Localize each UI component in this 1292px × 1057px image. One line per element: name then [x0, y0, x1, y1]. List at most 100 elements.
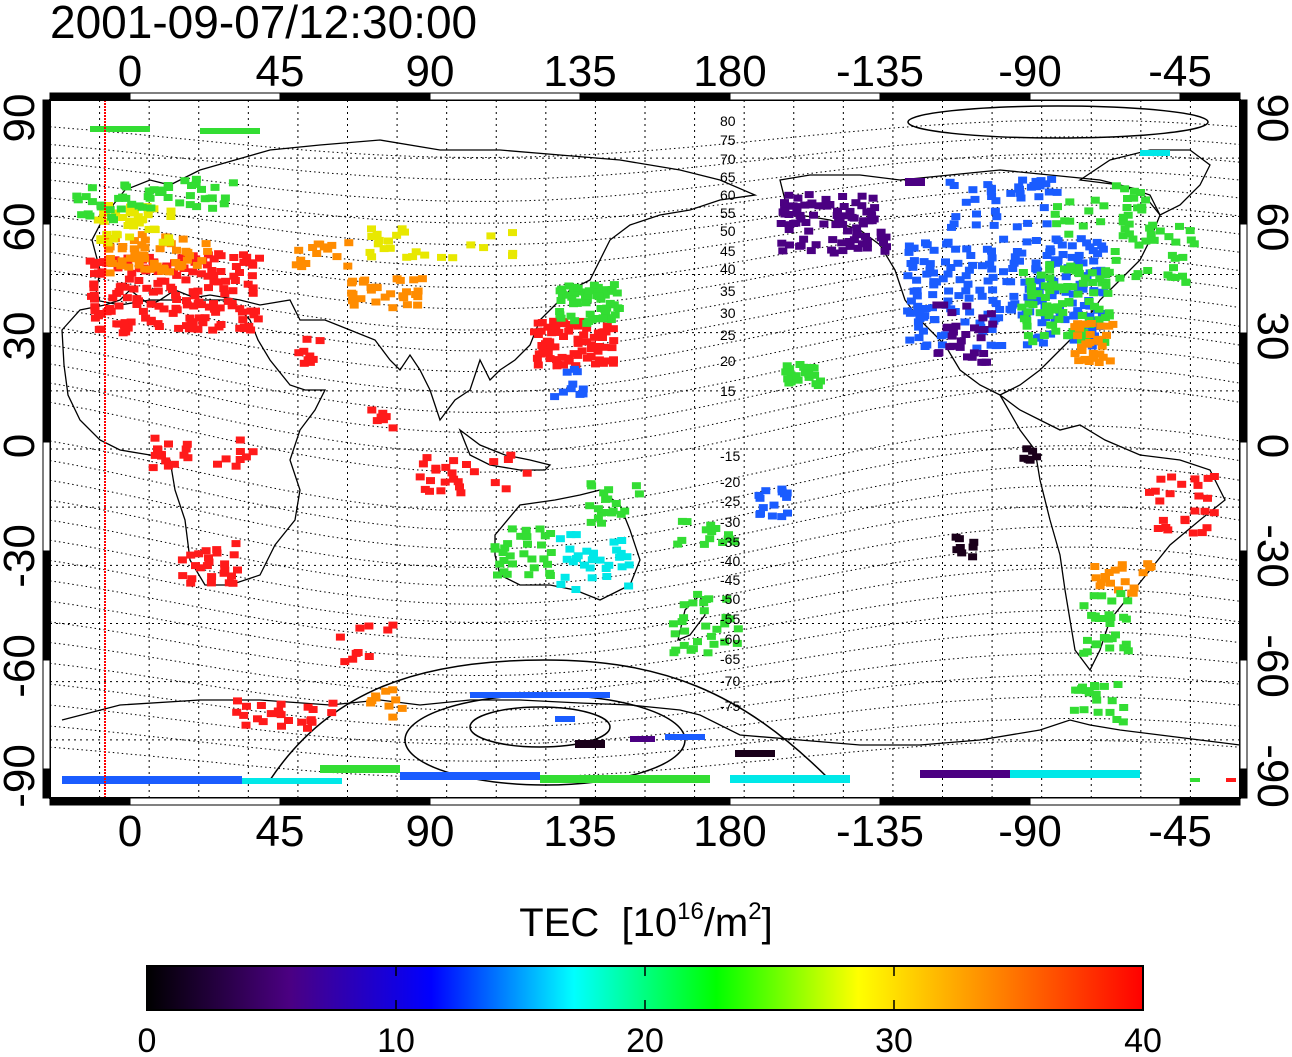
tec-cell — [932, 301, 942, 309]
tec-cell — [1156, 475, 1166, 483]
tec-cell — [777, 485, 787, 493]
tec-cell — [109, 235, 119, 243]
contour-label: -15 — [720, 448, 740, 464]
tec-cell — [776, 220, 786, 227]
tec-cell — [132, 301, 142, 308]
tec-cell — [335, 633, 345, 641]
tec-cell — [1022, 445, 1032, 453]
tec-cell — [447, 469, 457, 477]
tec-cell — [857, 240, 867, 248]
tec-cell — [589, 281, 599, 289]
tec-cell — [615, 553, 625, 561]
tec-cell — [920, 343, 930, 350]
tec-cell — [1070, 350, 1080, 358]
tec-cell — [679, 614, 689, 622]
tec-cell — [1079, 706, 1089, 714]
tec-cell — [186, 551, 196, 559]
tec-cell — [219, 285, 229, 293]
tec-cell — [126, 318, 136, 326]
contour-label: 25 — [720, 327, 736, 343]
mag-contour — [50, 222, 1240, 289]
tec-cell — [979, 350, 989, 357]
colorbar-unit-end: ] — [761, 900, 773, 945]
frame-bottom-band — [1029, 797, 1181, 806]
tec-cell — [783, 375, 793, 383]
tec-cell — [223, 297, 233, 305]
tec-cell — [149, 186, 159, 194]
tec-cell — [961, 287, 971, 295]
tec-cell — [425, 487, 434, 495]
tec-cell — [582, 547, 592, 555]
tec-cell — [232, 708, 242, 716]
tec-cell — [1104, 309, 1114, 317]
tec-cell — [609, 538, 619, 546]
tec-cell — [1046, 330, 1056, 338]
tec-cell — [586, 353, 596, 360]
tec-cell — [182, 297, 191, 305]
mag-contour — [50, 239, 1240, 310]
contour-label: -60 — [720, 631, 740, 647]
tec-cell — [1060, 283, 1070, 291]
frame-bottom-band — [1179, 797, 1241, 806]
contour-label: 80 — [720, 113, 736, 129]
tec-cell — [183, 454, 193, 462]
tec-cell — [364, 653, 374, 660]
tec-cell — [791, 372, 801, 380]
frame-bottom-band — [279, 797, 431, 806]
tec-cell — [1078, 279, 1088, 287]
tec-cell — [786, 371, 796, 379]
tec-cell — [995, 306, 1005, 313]
tec-cell — [1012, 223, 1022, 231]
tec-cell — [1044, 188, 1054, 196]
tec-cell — [1186, 236, 1196, 244]
tec-cell — [862, 208, 872, 216]
tec-cell — [573, 339, 583, 347]
tec-cell — [150, 451, 160, 459]
tec-cell — [242, 702, 251, 710]
tec-cell — [1099, 202, 1109, 210]
tec-cell — [1034, 193, 1044, 201]
tec-cell — [1181, 278, 1191, 286]
colorbar-unit-mid: /m — [703, 900, 749, 945]
tec-cell — [705, 535, 715, 543]
tec-cell — [983, 277, 993, 285]
tec-cell — [87, 184, 97, 192]
tec-cell — [1175, 222, 1184, 230]
tec-cell — [584, 287, 594, 295]
tec-cell — [204, 284, 213, 292]
tec-cell — [340, 658, 350, 666]
tec-cell — [1194, 492, 1204, 500]
tec-cell — [194, 314, 204, 322]
tec-cell — [943, 270, 953, 278]
tec-cell — [1032, 453, 1042, 461]
top-axis-tick: -90 — [998, 47, 1062, 96]
tec-cell — [800, 201, 810, 209]
tec-cell — [784, 226, 794, 233]
tec-cell — [388, 621, 398, 629]
tec-cell — [783, 509, 792, 517]
tec-cell — [703, 649, 713, 657]
tec-cell — [129, 237, 139, 245]
tec-cell — [221, 455, 231, 463]
tec-cell — [799, 235, 809, 243]
tec-cell — [781, 368, 791, 376]
tec-cell — [208, 326, 218, 334]
mag-contour — [50, 588, 1240, 659]
tec-cell — [522, 533, 532, 541]
tec-cell — [498, 549, 508, 557]
tec-cell — [154, 323, 164, 330]
tec-cell — [246, 326, 256, 334]
tec-cell — [235, 456, 245, 463]
tec-cell — [227, 302, 237, 310]
tec-cell — [953, 259, 963, 267]
tec-cell — [947, 223, 956, 231]
tec-cell — [105, 206, 115, 214]
tec-cell — [904, 248, 914, 256]
tec-cell — [596, 509, 606, 517]
tec-cell — [411, 248, 421, 256]
tec-cell — [796, 242, 806, 250]
tec-cell — [367, 253, 377, 261]
tec-cell — [1073, 258, 1083, 266]
tec-cell — [536, 327, 546, 335]
tec-cell — [1124, 220, 1134, 228]
